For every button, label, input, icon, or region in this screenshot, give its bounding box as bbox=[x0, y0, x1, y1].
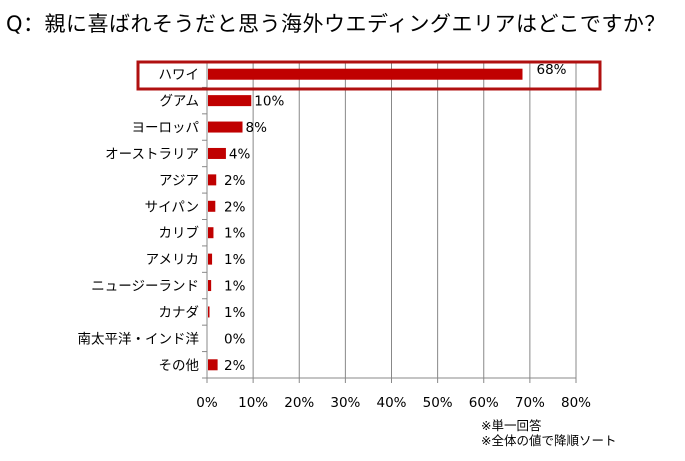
data-label: 1% bbox=[224, 305, 246, 321]
x-tick-label: 30% bbox=[330, 395, 360, 411]
data-label: 0% bbox=[224, 331, 246, 347]
bar bbox=[208, 174, 217, 186]
data-label: 2% bbox=[224, 358, 246, 374]
highlight-box bbox=[136, 60, 602, 91]
bar bbox=[208, 121, 243, 133]
bar bbox=[208, 147, 226, 159]
bar bbox=[208, 68, 523, 80]
data-label: 68% bbox=[536, 62, 566, 78]
bar bbox=[208, 306, 210, 318]
category-label: ハワイ bbox=[159, 67, 200, 83]
category-label: オーストラリア bbox=[105, 146, 199, 162]
data-label: 1% bbox=[224, 279, 246, 295]
x-tick-label: 10% bbox=[238, 395, 268, 411]
bar bbox=[208, 253, 213, 265]
x-tick-label: 20% bbox=[284, 395, 314, 411]
category-label: カリブ bbox=[159, 225, 200, 242]
bar bbox=[208, 280, 212, 292]
x-tick-label: 70% bbox=[515, 395, 545, 411]
data-label: 2% bbox=[224, 173, 246, 189]
data-label: 10% bbox=[254, 94, 284, 110]
chart-title: Q：親に喜ばれそうだと思う海外ウエディングエリアはどこですか？ bbox=[6, 12, 666, 36]
category-label: サイパン bbox=[145, 199, 199, 215]
category-label: 南太平洋・インド洋 bbox=[78, 331, 200, 347]
bar bbox=[208, 227, 214, 239]
category-label: グアム bbox=[159, 94, 199, 110]
x-tick-label: 60% bbox=[469, 395, 499, 411]
data-label: 1% bbox=[224, 252, 246, 268]
chart-notes: ※単一回答 ※全体の値で降順ソート bbox=[481, 418, 616, 448]
category-label: ヨーロッパ bbox=[132, 120, 200, 136]
bar bbox=[208, 200, 216, 212]
category-label: カナダ bbox=[159, 305, 200, 321]
category-label: その他 bbox=[159, 358, 200, 374]
data-label: 2% bbox=[224, 199, 246, 215]
data-label: 4% bbox=[229, 146, 251, 162]
x-tick-label: 40% bbox=[376, 395, 406, 411]
note-single-answer: ※単一回答 bbox=[481, 418, 542, 433]
x-tick-label: 0% bbox=[196, 395, 218, 411]
category-label: アジア bbox=[159, 173, 199, 189]
category-label: アメリカ bbox=[146, 252, 199, 268]
bar bbox=[208, 359, 218, 371]
data-label: 1% bbox=[224, 226, 246, 242]
note-sort-order: ※全体の値で降順ソート bbox=[481, 433, 617, 448]
bar bbox=[208, 95, 252, 107]
x-tick-label: 50% bbox=[423, 395, 453, 411]
x-tick-label: 80% bbox=[561, 395, 591, 411]
category-label: ニュージーランド bbox=[91, 279, 199, 295]
data-label: 8% bbox=[246, 120, 268, 136]
